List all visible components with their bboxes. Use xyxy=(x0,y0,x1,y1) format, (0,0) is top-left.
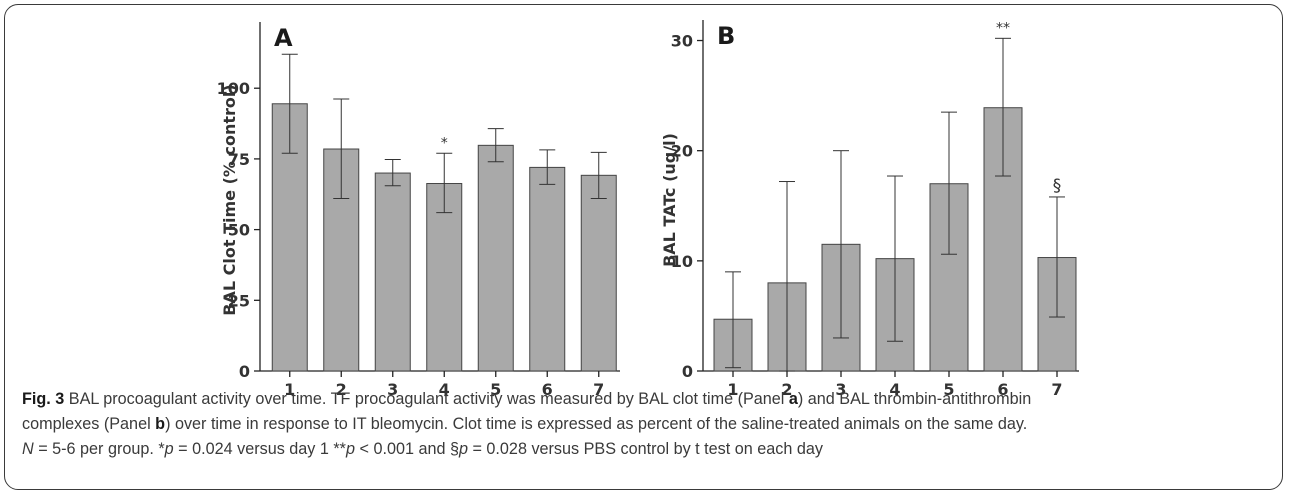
panel-a-x-tick-label: 1 xyxy=(284,380,295,399)
panel-a-x-tick-label: 7 xyxy=(593,380,604,399)
panel-a-y-label: BAL Clot Time (% control) xyxy=(220,84,239,315)
caption-p3: p xyxy=(458,440,468,458)
panel-a-bar xyxy=(477,144,514,372)
caption-panel-a: a xyxy=(788,390,798,408)
panel-a-y-tick-label: 50 xyxy=(228,221,250,240)
caption-n: N xyxy=(22,440,34,458)
panel-b-y-label: BAL TATc (ug/l) xyxy=(660,133,679,267)
panel-b-x-tick-label: 5 xyxy=(943,380,954,399)
figure-frame xyxy=(4,4,1283,490)
caption-fig-label: Fig. 3 xyxy=(22,390,65,408)
figure-caption: Fig. 3 BAL procoagulant activity over ti… xyxy=(22,387,1262,462)
panel-a-x-tick-label: 5 xyxy=(490,380,501,399)
panel-a-panel-label: A xyxy=(274,24,293,52)
panel-b-x-tick-label: 1 xyxy=(727,380,738,399)
caption-line-1: Fig. 3 BAL procoagulant activity over ti… xyxy=(22,387,1262,412)
panel-a-bar xyxy=(529,166,566,372)
panel-a-x-tick-label: 3 xyxy=(387,380,398,399)
caption-text-3d: = 0.028 versus PBS control by t test on … xyxy=(467,440,823,458)
caption-panel-b: b xyxy=(155,415,166,433)
panel-b-significance-mark: ** xyxy=(996,20,1010,36)
panel-a-significance-mark: * xyxy=(441,135,448,151)
panel-a-y-tick-label: 25 xyxy=(228,291,250,310)
panel-b-panel-label: B xyxy=(717,22,735,50)
caption-text-3c: < 0.001 and § xyxy=(355,440,459,458)
panel-b-x-tick-label: 6 xyxy=(997,380,1008,399)
caption-text-1a: BAL procoagulant activity over time. TF … xyxy=(64,390,789,408)
panel-a-x-tick-label: 6 xyxy=(542,380,553,399)
caption-text-3b: = 0.024 versus day 1 ** xyxy=(173,440,346,458)
caption-text-1b: ) and BAL thrombin-antithrombin xyxy=(797,390,1032,408)
panel-b-x-tick-label: 7 xyxy=(1051,380,1062,399)
panel-a-y-tick-label: 0 xyxy=(239,362,250,381)
panel-b-y-tick-label: 10 xyxy=(671,252,693,271)
panel-b-y-tick-label: 0 xyxy=(682,362,693,381)
panel-b-y-tick-label: 30 xyxy=(671,32,693,51)
panel-a-bar xyxy=(580,174,617,372)
panel-a-x-tick-label: 4 xyxy=(439,380,450,399)
caption-text-3a: = 5-6 per group. * xyxy=(33,440,165,458)
panel-b-x-tick-label: 3 xyxy=(835,380,846,399)
panel-b-x-tick-label: 4 xyxy=(889,380,900,399)
panel-a-bar xyxy=(374,172,411,372)
panel-b-y-tick-label: 20 xyxy=(671,142,693,161)
caption-line-3: N = 5-6 per group. *p = 0.024 versus day… xyxy=(22,437,1262,462)
panel-a-y-tick-label: 75 xyxy=(228,150,250,169)
panel-b-significance-mark: § xyxy=(1053,176,1062,196)
caption-text-2b: ) over time in response to IT bleomycin.… xyxy=(165,415,1028,433)
caption-p2: p xyxy=(345,440,355,458)
caption-p1: p xyxy=(164,440,174,458)
caption-text-2a: complexes (Panel xyxy=(22,415,156,433)
panel-a-bar xyxy=(426,183,463,372)
panel-b-x-tick-label: 2 xyxy=(781,380,792,399)
caption-line-2: complexes (Panel b) over time in respons… xyxy=(22,412,1262,437)
panel-a-x-tick-label: 2 xyxy=(336,380,347,399)
panel-a-y-tick-label: 100 xyxy=(217,79,250,98)
